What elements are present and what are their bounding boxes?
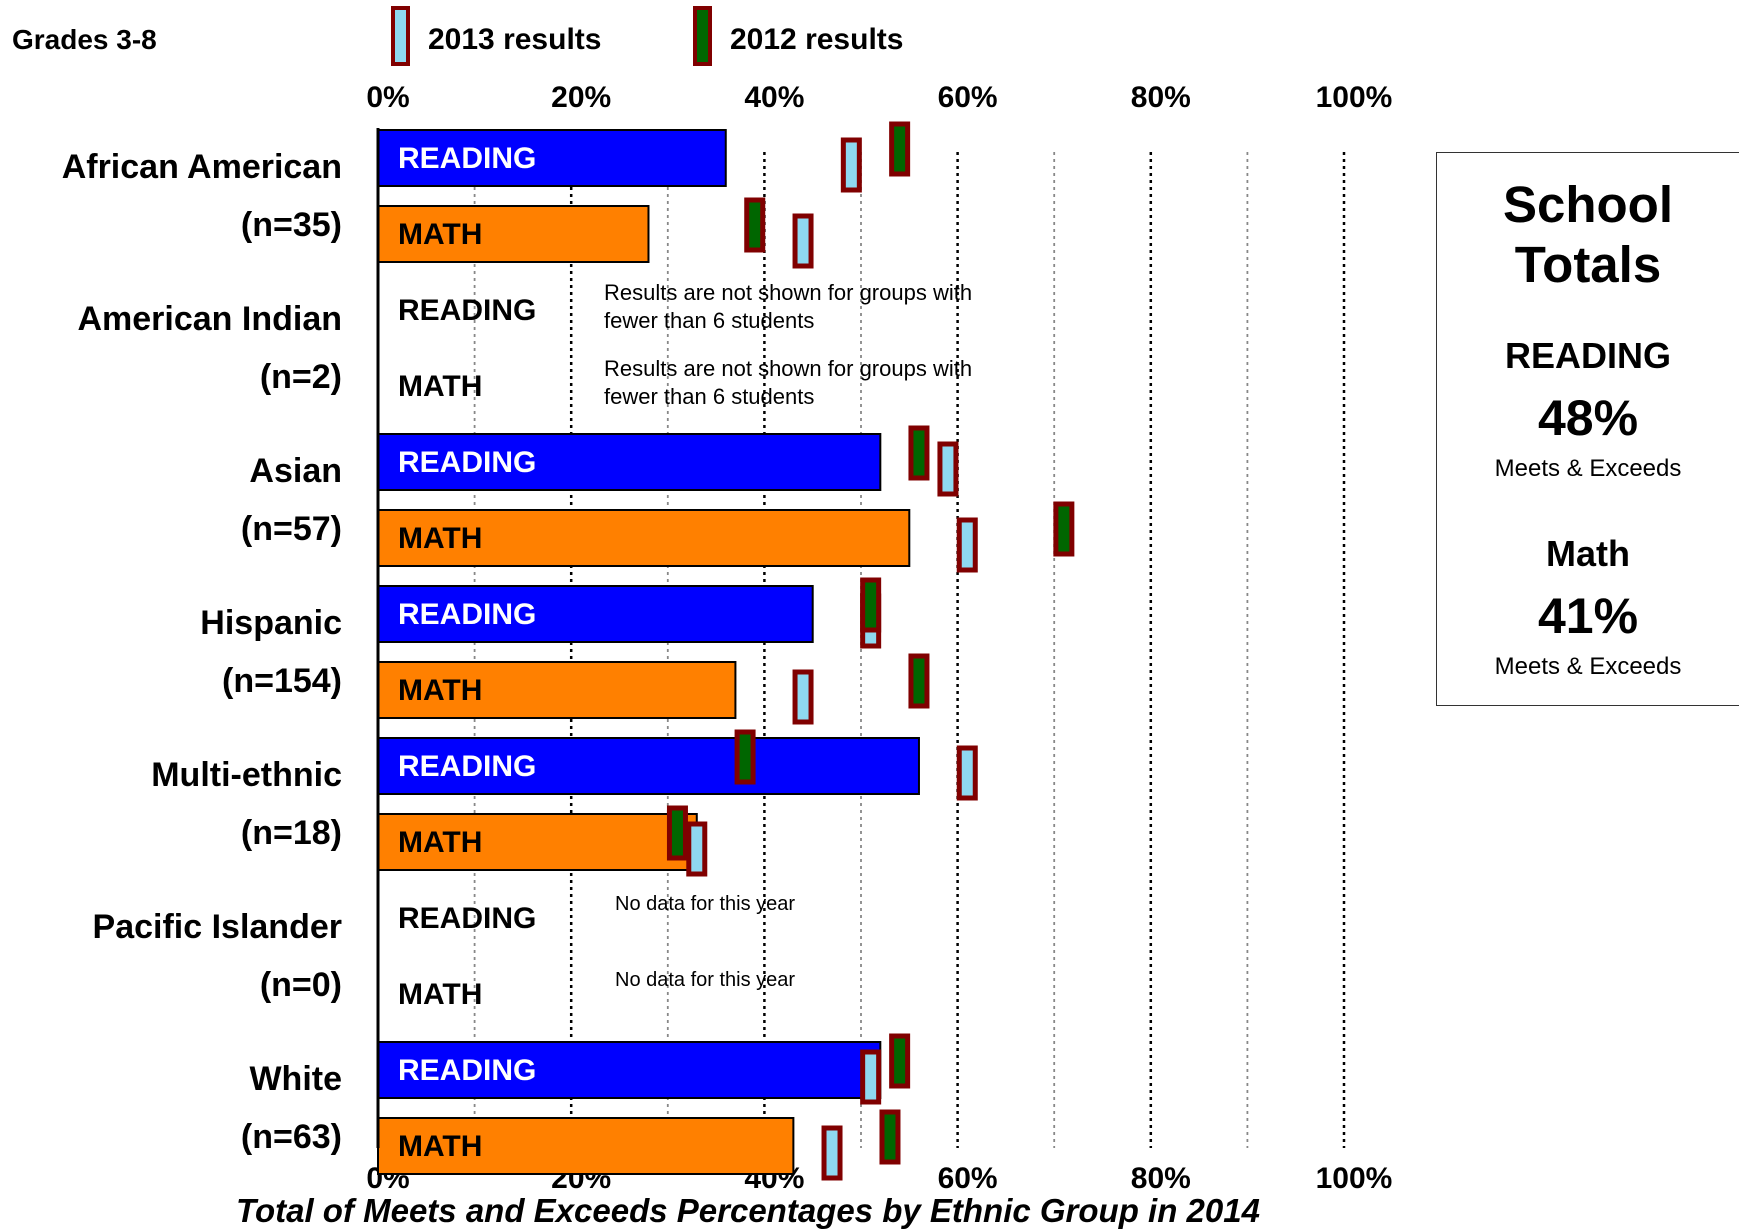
totals-reading-note: Meets & Exceeds <box>1494 455 1682 482</box>
math-bar-label: MATH <box>398 978 482 1011</box>
prior-year-markers <box>666 121 1075 1181</box>
marker-2012 <box>889 121 911 177</box>
x-tick-label: 20% <box>551 81 611 114</box>
marker-2012 <box>908 653 930 709</box>
math-bar-label: MATH <box>398 218 482 251</box>
reading-bar <box>377 585 814 643</box>
group-name: American Indian <box>77 300 342 338</box>
not-shown-note: fewer than 6 students <box>604 384 814 409</box>
legend-2012-marker <box>693 6 712 66</box>
school-totals-title: School Totals <box>1502 176 1673 293</box>
math-bar-label: MATH <box>398 674 482 707</box>
marker-2012 <box>860 577 882 633</box>
not-shown-note: No data for this year <box>615 893 795 915</box>
reading-bar-label: READING <box>398 294 536 327</box>
totals-reading-value: 48% <box>1537 390 1639 446</box>
reading-bar <box>377 129 727 187</box>
reading-bar-label: READING <box>398 750 536 783</box>
group-name: White <box>249 1060 342 1098</box>
totals-reading-label: READING <box>1504 335 1671 376</box>
math-bar <box>377 661 737 719</box>
grade-label: Grades 3-8 <box>12 24 157 55</box>
marker-2013 <box>792 213 814 269</box>
bar-rows: READING MATH READING Results are not shown … <box>377 129 972 1175</box>
math-bar <box>377 205 650 263</box>
group-name: Asian <box>249 452 342 490</box>
math-bar-label: MATH <box>398 370 482 403</box>
group-n: (n=63) <box>241 1118 342 1156</box>
marker-2012 <box>1053 501 1075 557</box>
marker-2013 <box>821 1125 843 1181</box>
group-labels: African American (n=35) American Indian (n=… <box>62 148 342 1156</box>
group-name: Multi-ethnic <box>151 756 342 794</box>
group-name: African American <box>62 148 342 186</box>
marker-2013 <box>792 669 814 725</box>
x-tick-label: 40% <box>744 81 804 114</box>
x-tick-label: 60% <box>938 81 998 114</box>
group-n: (n=57) <box>241 510 342 548</box>
math-bar <box>377 1117 795 1175</box>
marker-2012 <box>734 729 756 785</box>
group-name: Hispanic <box>200 604 342 642</box>
x-tick-label: 60% <box>938 1162 998 1195</box>
x-axis-top-ticks: 0% 20% 40% 60% 80% 100% <box>366 81 1392 114</box>
not-shown-note: fewer than 6 students <box>604 308 814 333</box>
x-tick-label: 100% <box>1316 1162 1393 1195</box>
group-n: (n=154) <box>222 662 342 700</box>
marker-2013 <box>860 1049 882 1105</box>
marker-2012 <box>666 805 688 861</box>
math-bar-label: MATH <box>398 1130 482 1163</box>
x-axis-bottom-ticks: 0% 20% 40% 60% 80% 100% <box>366 1162 1392 1195</box>
marker-2013 <box>840 137 862 193</box>
marker-2013 <box>937 441 959 497</box>
x-tick-label: 0% <box>366 81 409 114</box>
totals-math-value: 41% <box>1537 588 1639 644</box>
not-shown-note: Results are not shown for groups with <box>604 280 972 305</box>
legend-2013-label: 2013 results <box>428 23 601 56</box>
legend: 2013 results 2012 results <box>391 6 903 66</box>
marker-2012 <box>908 425 930 481</box>
group-name: Pacific Islander <box>93 908 342 946</box>
marker-2012 <box>744 197 766 253</box>
reading-bar-label: READING <box>398 1054 536 1087</box>
totals-math-label: Math <box>1546 533 1630 574</box>
marker-2013 <box>686 821 708 877</box>
chart-title: Total of Meets and Exceeds Percentages b… <box>236 1192 1260 1229</box>
gridlines <box>473 152 1346 1148</box>
marker-2013 <box>956 517 978 573</box>
reading-bar <box>377 433 882 491</box>
math-bar <box>377 509 911 567</box>
not-shown-note: Results are not shown for groups with <box>604 356 972 381</box>
marker-2012 <box>889 1033 911 1089</box>
group-n: (n=0) <box>260 966 342 1004</box>
legend-2012-label: 2012 results <box>730 23 903 56</box>
group-n: (n=2) <box>260 358 342 396</box>
school-totals-box: School Totals READING 48% Meets & Exceed… <box>1436 152 1739 706</box>
reading-bar-label: READING <box>398 598 536 631</box>
x-tick-label: 100% <box>1316 81 1393 114</box>
group-n: (n=35) <box>241 206 342 244</box>
math-bar-label: MATH <box>398 826 482 859</box>
math-bar-label: MATH <box>398 522 482 555</box>
reading-bar-label: READING <box>398 902 536 935</box>
totals-math-note: Meets & Exceeds <box>1494 653 1682 680</box>
group-n: (n=18) <box>241 814 342 852</box>
legend-2013-marker <box>391 6 410 66</box>
marker-2013 <box>956 745 978 801</box>
not-shown-note: No data for this year <box>615 969 795 991</box>
x-tick-label: 80% <box>1131 81 1191 114</box>
x-tick-label: 80% <box>1131 1162 1191 1195</box>
reading-bar-label: READING <box>398 446 536 479</box>
reading-bar-label: READING <box>398 142 536 175</box>
marker-2012 <box>879 1109 901 1165</box>
